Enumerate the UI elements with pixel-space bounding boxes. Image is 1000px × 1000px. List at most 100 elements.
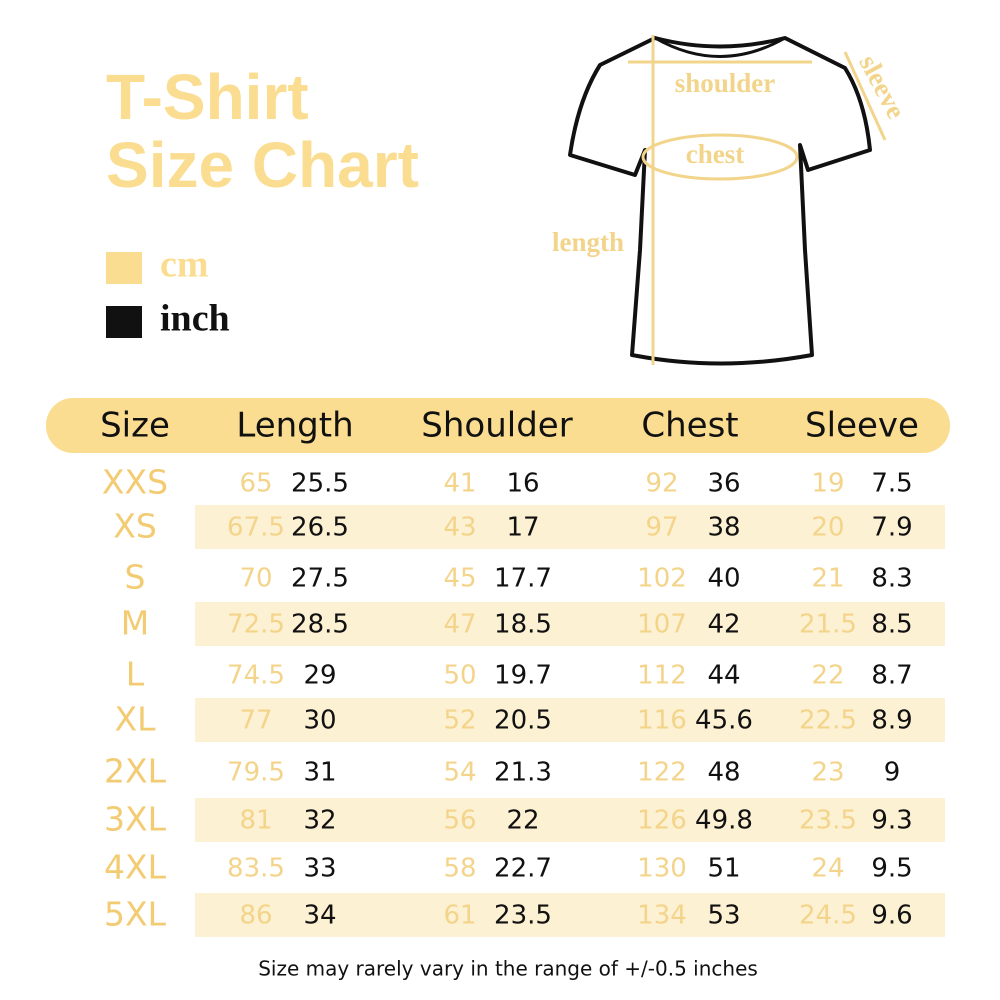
value-cell: 8.9 <box>871 706 912 736</box>
value-cell: 48 <box>707 758 740 788</box>
value-cell: 61 <box>443 901 476 931</box>
row-shade <box>195 798 945 842</box>
value-cell: 42 <box>707 610 740 640</box>
size-cell: S <box>125 558 146 597</box>
value-cell: 21.3 <box>494 758 552 788</box>
value-cell: 19 <box>811 469 844 499</box>
value-cell: 134 <box>637 901 687 931</box>
size-cell: XXS <box>102 463 168 502</box>
value-cell: 74.5 <box>227 661 285 691</box>
value-cell: 51 <box>707 854 740 884</box>
value-cell: 56 <box>443 806 476 836</box>
value-cell: 58 <box>443 854 476 884</box>
header-cell: Sleeve <box>805 406 919 446</box>
value-cell: 23.5 <box>494 901 552 931</box>
value-cell: 130 <box>637 854 687 884</box>
diagram-label: shoulder <box>675 68 776 98</box>
value-cell: 8.7 <box>871 661 912 691</box>
value-cell: 126 <box>637 806 687 836</box>
value-cell: 22.5 <box>799 706 857 736</box>
value-cell: 8.3 <box>871 564 912 594</box>
value-cell: 33 <box>303 854 336 884</box>
value-cell: 30 <box>303 706 336 736</box>
row-shade <box>195 698 945 742</box>
value-cell: 24 <box>811 854 844 884</box>
title: T-Shirt <box>106 61 309 133</box>
value-cell: 18.5 <box>494 610 552 640</box>
footnote: Size may rarely vary in the range of +/-… <box>258 957 758 981</box>
size-cell: XS <box>113 507 157 546</box>
row-shade <box>195 505 945 549</box>
value-cell: 9.6 <box>871 901 912 931</box>
value-cell: 32 <box>303 806 336 836</box>
value-cell: 54 <box>443 758 476 788</box>
value-cell: 19.7 <box>494 661 552 691</box>
value-cell: 43 <box>443 513 476 543</box>
value-cell: 34 <box>303 901 336 931</box>
value-cell: 22 <box>811 661 844 691</box>
value-cell: 45 <box>443 564 476 594</box>
value-cell: 50 <box>443 661 476 691</box>
header-band <box>46 398 950 453</box>
diagram-label: length <box>552 227 624 257</box>
row-shade <box>195 893 945 937</box>
tshirt-drawing <box>568 36 872 366</box>
value-cell: 21.5 <box>799 610 857 640</box>
value-cell: 65 <box>239 469 272 499</box>
title: Size Chart <box>106 129 419 201</box>
value-cell: 9 <box>884 758 901 788</box>
value-cell: 24.5 <box>799 901 857 931</box>
size-cell: 3XL <box>104 800 167 839</box>
value-cell: 7.9 <box>871 513 912 543</box>
value-cell: 112 <box>637 661 687 691</box>
value-cell: 20 <box>811 513 844 543</box>
legend-swatch <box>106 252 142 284</box>
value-cell: 38 <box>707 513 740 543</box>
value-cell: 45.6 <box>695 706 753 736</box>
value-cell: 25.5 <box>291 469 349 499</box>
value-cell: 20.5 <box>494 706 552 736</box>
value-cell: 22.7 <box>494 854 552 884</box>
value-cell: 17.7 <box>494 564 552 594</box>
legend-label: inch <box>160 298 230 340</box>
value-cell: 122 <box>637 758 687 788</box>
value-cell: 40 <box>707 564 740 594</box>
value-cell: 7.5 <box>871 469 912 499</box>
row-shade <box>195 602 945 646</box>
value-cell: 16 <box>506 469 539 499</box>
value-cell: 86 <box>239 901 272 931</box>
value-cell: 102 <box>637 564 687 594</box>
diagram-label: chest <box>686 139 744 169</box>
value-cell: 79.5 <box>227 758 285 788</box>
size-cell: XL <box>115 700 157 739</box>
value-cell: 29 <box>303 661 336 691</box>
table: Size Length Shoulder Chest Sleeve XXS 65 25.5 41… <box>100 406 945 937</box>
value-cell: 70 <box>239 564 272 594</box>
value-cell: 83.5 <box>227 854 285 884</box>
value-cell: 17 <box>506 513 539 543</box>
size-cell: 4XL <box>104 848 167 887</box>
value-cell: 31 <box>303 758 336 788</box>
value-cell: 23.5 <box>799 806 857 836</box>
value-cell: 23 <box>811 758 844 788</box>
value-cell: 21 <box>811 564 844 594</box>
value-cell: 49.8 <box>695 806 753 836</box>
value-cell: 53 <box>707 901 740 931</box>
value-cell: 107 <box>637 610 687 640</box>
value-cell: 41 <box>443 469 476 499</box>
legend-swatch <box>106 306 142 338</box>
size-cell: M <box>121 604 149 643</box>
value-cell: 52 <box>443 706 476 736</box>
value-cell: 8.5 <box>871 610 912 640</box>
value-cell: 36 <box>707 469 740 499</box>
value-cell: 72.5 <box>227 610 285 640</box>
value-cell: 67.5 <box>227 513 285 543</box>
value-cell: 97 <box>645 513 678 543</box>
size-cell: L <box>126 655 145 694</box>
legend-label: cm <box>160 244 209 286</box>
value-cell: 77 <box>239 706 272 736</box>
header-cell: Chest <box>641 406 738 446</box>
size-cell: 5XL <box>104 895 167 934</box>
value-cell: 116 <box>637 706 687 736</box>
